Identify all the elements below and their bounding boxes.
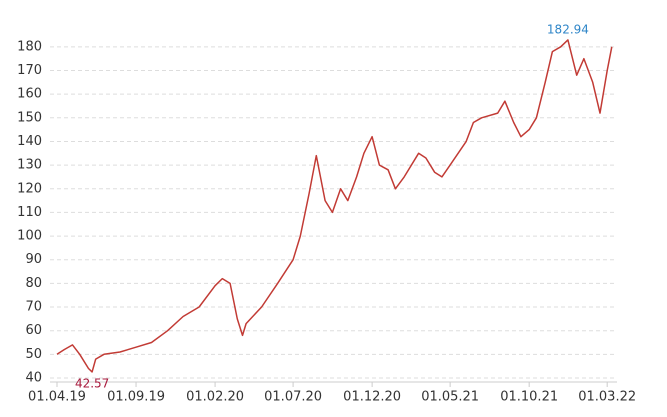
x-tick-label: 01.03.22 — [578, 390, 636, 405]
y-tick-label: 150 — [17, 110, 42, 125]
y-tick-label: 110 — [17, 205, 42, 220]
x-tick-label: 01.04.19 — [28, 390, 86, 405]
price-line — [56, 39, 613, 373]
y-tick-label: 120 — [17, 181, 42, 196]
x-tick-label: 01.09.19 — [107, 390, 165, 405]
annotation: 182.94 — [547, 22, 589, 36]
y-tick-label: 60 — [25, 323, 42, 338]
x-tick-label: 01.07.20 — [264, 390, 322, 405]
x-tick-label: 01.10.21 — [500, 390, 558, 405]
x-tick-label: 01.02.20 — [186, 390, 244, 405]
y-tick-label: 100 — [17, 229, 42, 244]
y-tick-label: 90 — [25, 252, 42, 267]
y-tick-label: 170 — [17, 63, 42, 78]
y-tick-label: 80 — [25, 276, 42, 291]
annotation: 42.57 — [75, 376, 109, 390]
y-tick-label: 70 — [25, 300, 42, 315]
y-tick-label: 50 — [25, 347, 42, 362]
y-tick-label: 130 — [17, 158, 42, 173]
x-tick-label: 01.05.21 — [421, 390, 479, 405]
y-tick-label: 140 — [17, 134, 42, 149]
x-tick-label: 01.12.20 — [343, 390, 401, 405]
y-tick-label: 40 — [25, 371, 42, 386]
y-tick-label: 160 — [17, 87, 42, 102]
y-tick-label: 180 — [17, 39, 42, 54]
